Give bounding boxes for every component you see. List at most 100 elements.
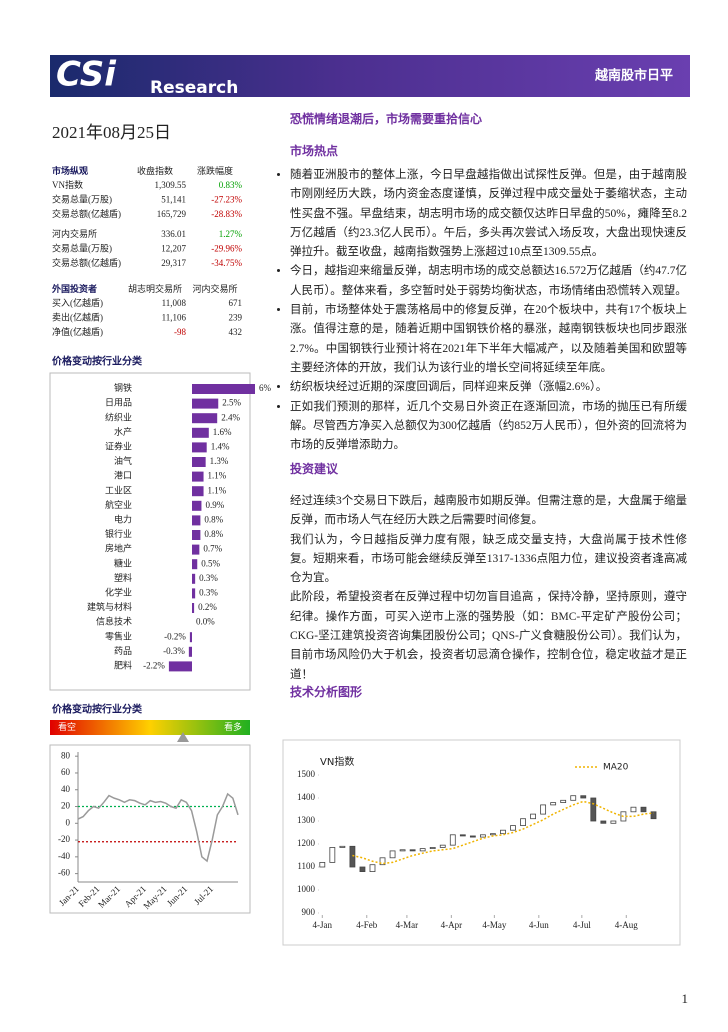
x-tick-label: Jul-21 <box>192 884 215 907</box>
gauge-pointer <box>177 732 189 742</box>
table-cell: 239 <box>229 313 243 323</box>
ma-line <box>352 800 654 865</box>
candle-body <box>419 848 426 852</box>
candle-body <box>429 847 436 850</box>
table-cell: 外国投资者 <box>51 283 97 294</box>
value-label: 0.3% <box>199 573 218 583</box>
paragraph: 我们认为，今日越指反弹力度有限，缺乏成交量支持，大盘尚属于技术性修复。短期来看，… <box>290 533 687 585</box>
value-label: 1.4% <box>211 441 230 451</box>
candle-body <box>349 845 356 868</box>
x-tick-label: 4-Jul <box>573 920 591 930</box>
bar <box>192 603 195 613</box>
table-cell: 29,317 <box>161 258 186 268</box>
y-tick-label: -60 <box>58 868 70 878</box>
table-cell: VN指数 <box>52 179 83 190</box>
category-label: 塑料 <box>114 572 132 583</box>
bar <box>192 573 196 584</box>
report-date: 2021年08月25日 <box>52 123 171 142</box>
x-tick-label: Mar-21 <box>96 884 122 910</box>
value-label: 1.6% <box>213 427 232 437</box>
logo: CSi <box>56 55 117 95</box>
table-cell: 交易总量(万股) <box>52 243 112 254</box>
y-tick-label: 1000 <box>297 884 316 894</box>
x-tick-label: 4-Jun <box>529 920 549 930</box>
y-tick-label: 60 <box>61 767 71 777</box>
y-tick-label: 1200 <box>297 838 316 848</box>
y-tick-label: 1500 <box>297 769 316 779</box>
x-tick-label: 4-Jan <box>313 920 333 930</box>
candle-body <box>329 847 336 863</box>
candle-body <box>449 834 456 846</box>
x-tick-label: May-21 <box>141 884 168 911</box>
x-tick-label: 4-May <box>482 920 506 930</box>
table-cell: 1.27% <box>219 229 243 239</box>
bullet: 今日，越指迎来缩量反弹，胡志明市场的成交总额达16.572万亿越盾（约47.7亿… <box>290 262 687 301</box>
value-label: 0.0% <box>196 617 215 627</box>
table-cell: 交易总量(万股) <box>52 194 112 205</box>
value-label: 2.5% <box>222 398 241 408</box>
table-cell: 净值(亿越盾) <box>52 326 103 337</box>
y-tick-label: 1300 <box>297 815 316 825</box>
category-label: 证券业 <box>105 440 132 451</box>
category-label: 港口 <box>114 470 132 481</box>
section-title: 技术分析图形 <box>290 685 363 699</box>
industry-panel <box>49 372 251 691</box>
bar <box>192 486 204 497</box>
y-tick-label: 40 <box>61 784 71 794</box>
value-label: -2.2% <box>143 660 165 670</box>
bar <box>192 398 219 409</box>
brand: Research <box>150 78 238 98</box>
table-cell: 卖出(亿越盾) <box>52 312 103 323</box>
paragraph: 此阶段，希望投资者在反弹过程中切勿盲目追高 ，保持冷静，坚持原则，遵守纪律。操作… <box>290 591 687 681</box>
candle-body <box>570 795 577 801</box>
table-cell: 11,106 <box>162 313 187 323</box>
candle-body <box>379 857 386 866</box>
candle-body <box>369 864 376 873</box>
category-label: 工业区 <box>105 485 132 495</box>
table-cell: 0.83% <box>219 180 243 190</box>
category-label: 信息技术 <box>96 616 132 627</box>
candle-body <box>339 845 346 848</box>
chart-title: 价格变动按行业分类 <box>52 702 142 715</box>
page-number: 1 <box>682 991 689 1006</box>
paragraph: 经过连续3个交易日下跌后，越南股市如期反弹。但需注意的是，大盘属于缩量反弹，而市… <box>290 495 687 527</box>
table-cell: 336.01 <box>161 229 186 239</box>
bullet: 正如我们预测的那样，近几个交易日外资正在逐渐回流，市场的抛压已有所缓解。尽管西方… <box>290 398 687 456</box>
candle-body <box>439 844 446 848</box>
bullet-list: 随着亚洲股市的整体上涨，今日早盘越指做出试探性反弹。但是，由于越南股市刚刚经历大… <box>275 166 687 455</box>
table-cell: 11,008 <box>162 298 187 308</box>
bar <box>189 632 192 643</box>
y-tick-label: 0 <box>66 817 71 827</box>
value-label: 0.8% <box>204 529 223 539</box>
value-label: 1.1% <box>208 471 227 481</box>
x-tick-label: Jan-21 <box>57 884 81 908</box>
table-cell: 涨跌幅度 <box>197 165 233 176</box>
value-label: 0.8% <box>204 514 223 524</box>
value-label: 0.7% <box>203 544 222 554</box>
table-cell: 交易总额(亿越盾) <box>52 257 121 268</box>
table-cell: 胡志明交易所 <box>128 283 182 294</box>
y-tick-label: 1400 <box>297 792 316 802</box>
category-label: 日用品 <box>105 398 132 408</box>
candle-body <box>500 829 506 835</box>
candle-body <box>359 866 366 872</box>
gauge-label: 看多 <box>224 721 242 732</box>
candle-body <box>580 795 587 799</box>
value-label: 0.3% <box>199 587 218 597</box>
candle-body <box>479 834 486 838</box>
category-label: 银行业 <box>105 528 132 539</box>
category-label: 药品 <box>114 646 132 656</box>
candle-body <box>630 806 637 813</box>
hot-topics: 随着亚洲股市的整体上涨，今日早盘越指做出试探性反弹。但是，由于越南股市刚刚经历大… <box>275 166 687 455</box>
category-label: 航空业 <box>105 499 132 510</box>
table-cell: -34.75% <box>211 258 242 268</box>
candle-body <box>469 835 476 838</box>
candle-body <box>399 849 406 852</box>
candle-body <box>560 799 567 803</box>
category-label: 糖业 <box>114 557 132 568</box>
category-label: 建筑与材料 <box>87 601 132 612</box>
category-label: 油气 <box>114 455 132 466</box>
bullet: 随着亚洲股市的整体上涨，今日早盘越指做出试探性反弹。但是，由于越南股市刚刚经历大… <box>290 166 687 262</box>
bullet: 纺织板块经过近期的深度回调后，同样迎来反弹（涨幅2.6%）。 <box>290 378 687 397</box>
